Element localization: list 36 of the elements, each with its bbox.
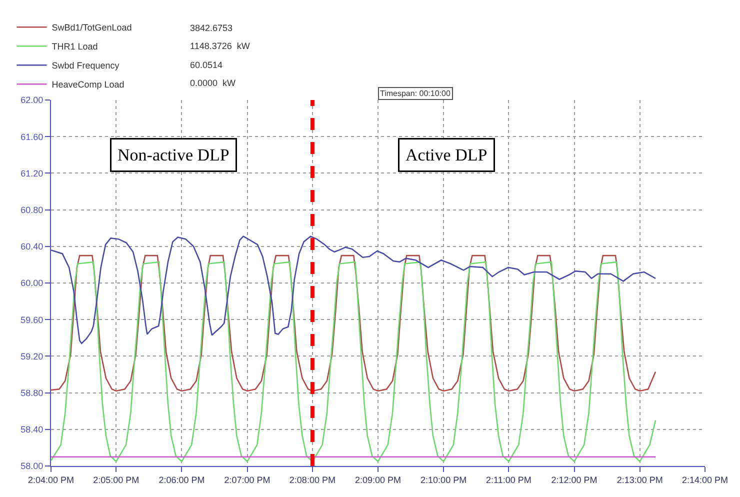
y-tick-label: 60.80 [20,204,44,215]
line-series [51,254,656,392]
x-tick-label: 2:06:00 PM [158,474,205,485]
legend-label: SwBd1/TotGenLoad [52,22,132,33]
y-tick-label: 59.60 [20,314,44,325]
text: Timespan: 00:10:00 [380,89,451,98]
annotation: Non-active DLP [118,146,230,164]
y-tick-label: 60.00 [20,278,44,288]
y-tick-label: 59.20 [20,351,44,362]
legend-label: THR1 Load [52,42,98,52]
text: 0.0000 kW [190,78,236,88]
y-tick-label: 60.40 [20,242,44,252]
x-tick-label: 2:09:00 PM [354,474,402,485]
y-tick-label: 62.00 [20,95,44,106]
x-tick-label: 2:14:00 PM [682,474,728,485]
y-tick-label: 58.00 [20,461,44,472]
text: 60.0514 [190,60,223,70]
x-tick-label: 2:12:00 PM [551,474,598,485]
legend-label: HeaveComp Load [52,80,124,90]
x-tick-label: 2:08:00 PM [289,474,336,485]
x-tick-label: 2:04:00 PM [28,474,74,485]
line-series [51,236,656,344]
x-tick-label: 2:13:00 PM [616,474,663,485]
y-tick-label: 58.80 [20,388,44,398]
line-series [51,261,656,462]
y-tick-label: 61.20 [20,168,44,178]
y-tick-label: 58.40 [20,424,44,435]
y-tick-label: 61.60 [20,132,44,142]
x-tick-label: 2:05:00 PM [93,474,140,485]
text: 1148.3726 kW [190,41,250,51]
x-tick-label: 2:11:00 PM [486,474,532,485]
legend-label: Swbd Frequency [52,60,120,71]
x-tick-label: 2:10:00 PM [420,474,467,485]
annotation: Active DLP [406,146,488,164]
x-tick-label: 2:07:00 PM [224,474,270,485]
text: 3842.6753 [190,23,233,33]
